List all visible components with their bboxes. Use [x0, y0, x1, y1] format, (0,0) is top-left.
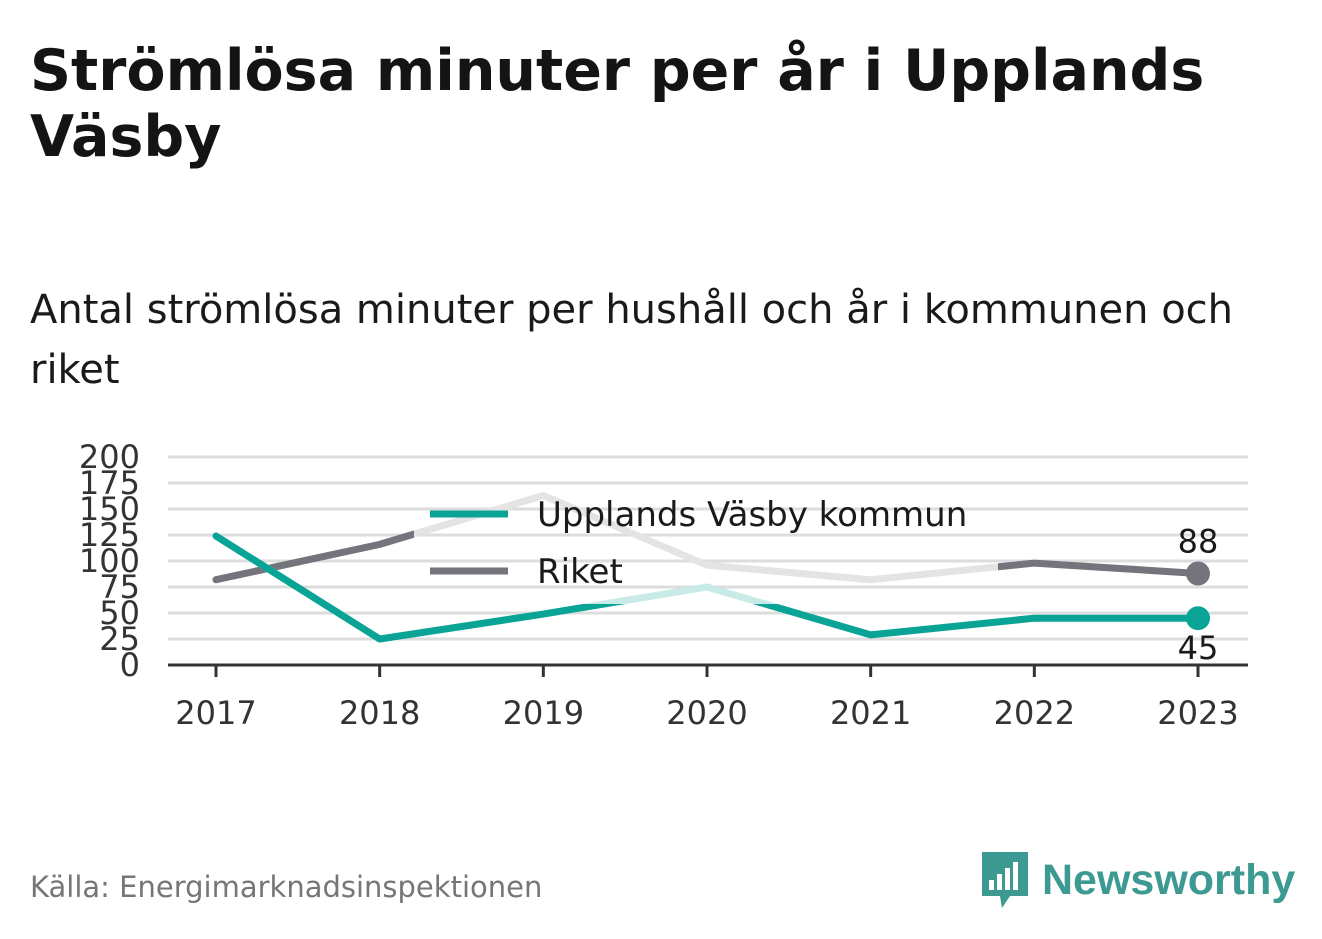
source-note: Källa: Energimarknadsinspektionen: [30, 870, 543, 904]
x-tick-label: 2021: [830, 694, 911, 732]
x-tick-label: 2020: [666, 694, 747, 732]
x-axis: 2017 2018 2019 2020 2021 2022 2023: [168, 663, 1248, 732]
legend-label-kommun: Upplands Väsby kommun: [537, 495, 967, 535]
riket-end-point: [1186, 561, 1210, 586]
brand-logo: Newsworthy: [980, 850, 1295, 910]
x-tick-label: 2018: [339, 694, 420, 732]
chart-subtitle: Antal strömlösa minuter per hushåll och …: [30, 287, 1234, 393]
grid-lines: [168, 455, 1248, 641]
kommun-series: [212, 532, 1210, 643]
kommun-end-point: [1186, 606, 1210, 631]
y-tick-label: 50: [99, 594, 140, 632]
x-tick-label: 2017: [175, 694, 256, 732]
y-tick-label: 200: [79, 438, 140, 476]
y-tick-label: 150: [79, 490, 140, 528]
legend-label-riket: Riket: [537, 552, 623, 592]
legend: Upplands Väsby kommun Riket: [430, 495, 967, 592]
x-tick-label: 2022: [994, 694, 1075, 732]
y-tick-label: 25: [99, 620, 140, 658]
y-tick-label: 175: [79, 464, 140, 502]
brand-name: Newsworthy: [1042, 855, 1296, 904]
riket-end-label: 88: [1178, 522, 1219, 560]
chart-title: Strömlösa minuter per år i Upplands Väsb…: [30, 38, 1205, 170]
y-tick-label: 100: [79, 542, 140, 580]
end-labels: 88 45: [1178, 522, 1219, 667]
y-tick-label: 125: [79, 516, 140, 554]
x-tick-label: 2019: [503, 694, 584, 732]
y-tick-label: 75: [99, 568, 140, 606]
x-tick-label: 2023: [1157, 694, 1238, 732]
newsworthy-logo-icon: [982, 852, 1028, 908]
kommun-end-label: 45: [1178, 629, 1219, 667]
y-tick-label: 0: [120, 646, 140, 684]
series-lines: [212, 491, 1210, 643]
riket-series: [212, 491, 1210, 586]
